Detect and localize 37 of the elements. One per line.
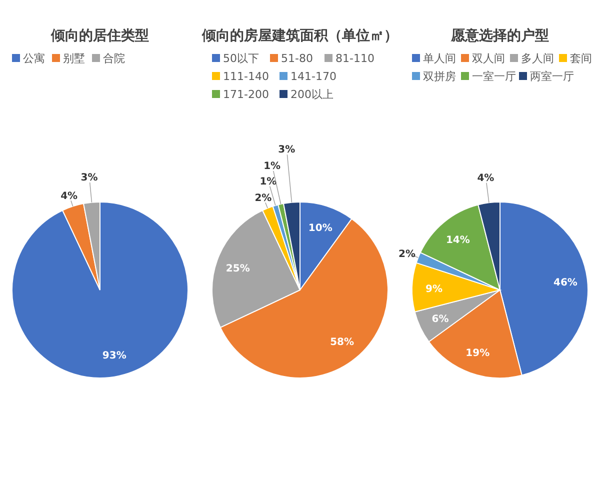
legend-label: 公寓 [23, 52, 45, 65]
legend-label: 套间 [570, 52, 592, 65]
legend-label: 111-140 [223, 70, 269, 83]
data-label: 10% [308, 223, 332, 234]
data-label: 2% [254, 193, 272, 204]
legend-label: 200以上 [290, 88, 334, 101]
data-label: 14% [446, 235, 470, 246]
legend-label: 单人间 [423, 52, 456, 65]
chart-title: 倾向的房屋建筑面积（单位㎡） [201, 27, 398, 44]
data-label: 3% [278, 144, 296, 156]
legend-label: 双拼房 [423, 70, 456, 83]
data-label: 4% [477, 172, 494, 184]
data-label: 9% [426, 284, 443, 295]
legend-label: 81-110 [336, 52, 374, 65]
legend-label: 51-80 [281, 52, 313, 65]
data-label: 6% [432, 314, 449, 326]
legend-label: 50以下 [223, 52, 259, 65]
legend-label: 合院 [103, 52, 125, 65]
legend-label: 141-170 [290, 70, 336, 83]
legend-label: 两室一厅 [530, 70, 574, 83]
data-label: 4% [60, 190, 78, 202]
legend-label: 一室一厅 [472, 70, 516, 83]
data-label: 58% [330, 336, 354, 348]
data-label: 46% [554, 278, 578, 289]
data-label: 1% [260, 176, 277, 188]
chart-title: 愿意选择的户型 [450, 27, 549, 44]
legend-label: 双人间 [472, 52, 505, 65]
data-label: 25% [226, 264, 250, 275]
legend-label: 多人间 [521, 52, 554, 65]
data-label: 19% [466, 348, 490, 360]
data-label: 1% [264, 161, 281, 172]
chart-title: 倾向的居住类型 [50, 28, 149, 44]
data-label: 3% [80, 172, 98, 184]
legend-label: 171-200 [223, 88, 269, 101]
data-label: 93% [102, 350, 126, 362]
legend-label: 别墅 [63, 52, 85, 65]
data-label: 2% [398, 249, 416, 260]
